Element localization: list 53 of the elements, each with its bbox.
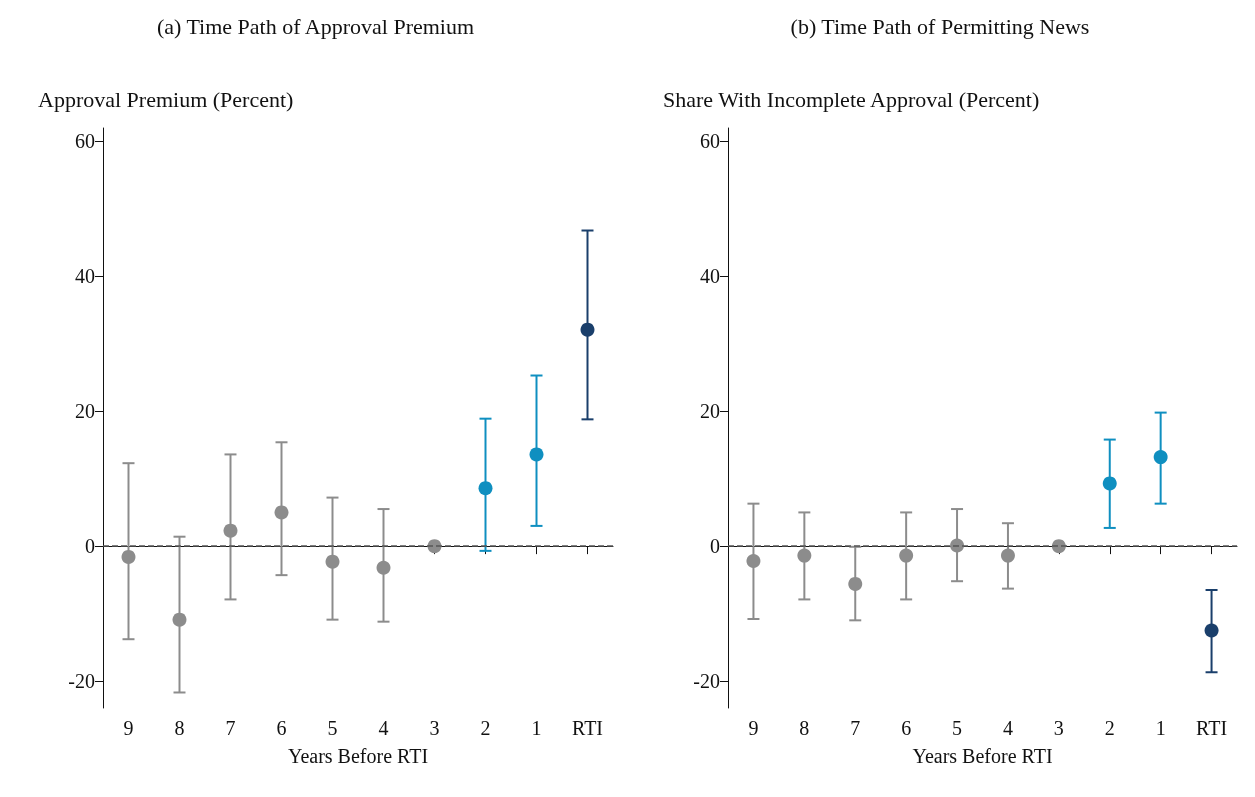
- y-tick-label: 60: [75, 130, 95, 153]
- point: [1153, 450, 1168, 465]
- x-tick-label: RTI: [1196, 717, 1228, 739]
- x-tick-label: RTI: [571, 717, 604, 739]
- point: [274, 505, 289, 520]
- y-tick-label: 60: [700, 130, 720, 153]
- point: [797, 548, 812, 563]
- y-tick-label: 20: [75, 400, 95, 423]
- point: [1204, 623, 1219, 638]
- point: [848, 576, 863, 591]
- x-tick-label: 1: [1155, 717, 1166, 739]
- point: [899, 548, 914, 563]
- x-tick-label: 8: [174, 717, 185, 739]
- y-tick-label: 0: [710, 535, 720, 558]
- y-tick-label: 0: [85, 535, 95, 558]
- x-tick-label: 9: [123, 717, 134, 739]
- x-axis-title: Years Before RTI: [912, 745, 1053, 767]
- x-tick-label: 5: [952, 717, 963, 739]
- x-tick-label: 5: [327, 717, 338, 739]
- x-tick-label: 7: [225, 717, 236, 739]
- point: [376, 560, 391, 575]
- point: [121, 549, 136, 564]
- x-tick-label: 2: [480, 717, 491, 739]
- x-tick-label: 3: [429, 717, 440, 739]
- y-tick-label: -20: [693, 670, 720, 693]
- point: [1102, 476, 1117, 491]
- point: [478, 481, 493, 496]
- point: [580, 322, 595, 337]
- x-axis-title: Years Before RTI: [287, 745, 429, 767]
- x-tick-label: 4: [378, 717, 389, 739]
- x-tick-label: 3: [1053, 717, 1064, 739]
- x-tick-label: 9: [748, 717, 759, 739]
- x-tick-label: 1: [531, 717, 542, 739]
- point: [529, 447, 544, 462]
- chart-title: (b) Time Path of Permitting News: [790, 13, 1090, 39]
- y-tick-label: -20: [68, 670, 95, 693]
- x-tick-label: 6: [276, 717, 287, 739]
- point: [325, 554, 340, 569]
- y-tick-label: 20: [700, 400, 720, 423]
- point: [1000, 548, 1015, 563]
- point: [172, 612, 187, 627]
- x-tick-label: 2: [1104, 717, 1115, 739]
- point: [746, 553, 761, 568]
- point: [223, 523, 238, 538]
- x-tick-label: 7: [850, 717, 861, 739]
- y-axis-title: Approval Premium (Percent): [38, 86, 294, 112]
- x-tick-label: 6: [901, 717, 912, 739]
- x-tick-label: 8: [799, 717, 810, 739]
- x-tick-label: 4: [1002, 717, 1013, 739]
- y-tick-label: 40: [75, 265, 95, 288]
- y-axis-title: Share With Incomplete Approval (Percent): [663, 86, 1040, 112]
- y-tick-label: 40: [700, 265, 720, 288]
- chart-title: (a) Time Path of Approval Premium: [156, 13, 475, 39]
